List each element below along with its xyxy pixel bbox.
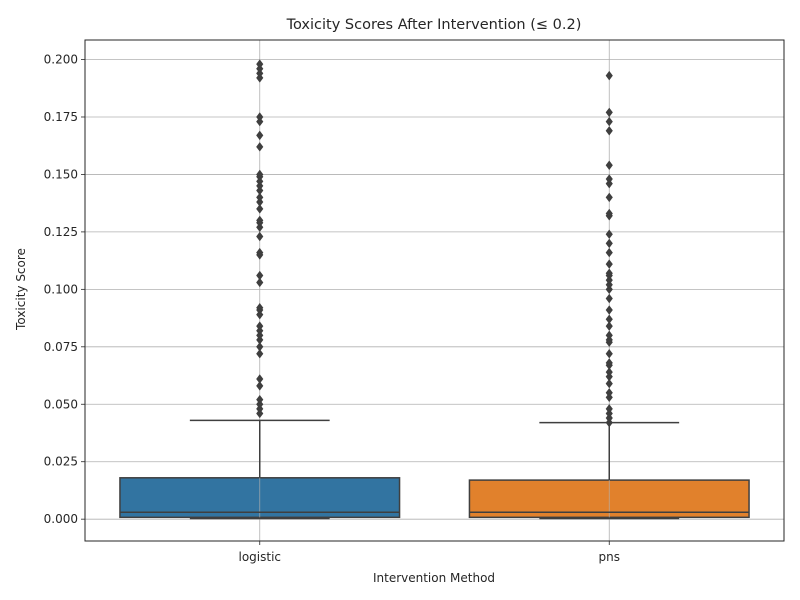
- y-tick-label: 0.000: [44, 512, 78, 526]
- outlier-point: [605, 247, 613, 258]
- outlier-point: [605, 314, 613, 324]
- outlier-point: [605, 388, 613, 398]
- outlier-point: [256, 204, 264, 214]
- outlier-point: [605, 268, 613, 278]
- y-axis-label: Toxicity Score: [14, 248, 28, 331]
- outlier-point: [256, 130, 264, 141]
- outlier-point: [605, 229, 613, 239]
- outlier-point: [605, 259, 613, 269]
- y-tick-label: 0.150: [44, 167, 78, 181]
- outlier-point: [256, 142, 264, 152]
- outlier-point: [605, 116, 613, 127]
- outlier-point: [256, 247, 264, 258]
- outlier-point: [256, 321, 264, 331]
- outlier-point: [605, 70, 613, 81]
- outlier-point: [605, 107, 613, 118]
- outlier-point: [256, 277, 264, 288]
- outlier-point: [256, 394, 264, 405]
- axes: 0.000 0.025 0.050 0.075 0.100 0.125 0.150 0.175…: [44, 39, 785, 564]
- outlier-point: [605, 349, 613, 359]
- outlier-point: [605, 174, 613, 184]
- outlier-point: [256, 112, 264, 122]
- outlier-point: [256, 342, 264, 352]
- outlier-point: [605, 160, 613, 170]
- outlier-point: [256, 169, 264, 180]
- boxes: [119, 59, 750, 520]
- y-tick-label: 0.100: [44, 282, 78, 296]
- outlier-point: [605, 378, 613, 389]
- outlier-point: [605, 126, 613, 136]
- plot-frame: [84, 39, 785, 542]
- outlier-point: [256, 231, 264, 242]
- outlier-point: [605, 358, 613, 368]
- outlier-point: [605, 367, 613, 377]
- outlier-point: [256, 270, 264, 281]
- y-tick-label: 0.075: [44, 340, 78, 354]
- chart-title: Toxicity Scores After Intervention (≤ 0.…: [286, 17, 582, 33]
- grid-lines: [85, 40, 784, 541]
- outlier-point: [605, 238, 613, 249]
- outlier-point: [605, 321, 613, 331]
- outlier-point: [605, 305, 613, 315]
- outlier-point: [605, 192, 613, 203]
- outlier-point: [256, 192, 264, 203]
- outlier-point: [605, 208, 613, 219]
- outlier-point: [256, 349, 264, 359]
- y-tick-label: 0.200: [44, 53, 78, 67]
- x-axis-label: Intervention Method: [373, 571, 495, 585]
- x-tick-label: pns: [599, 550, 620, 564]
- outlier-point: [605, 293, 613, 304]
- outlier-point: [256, 303, 264, 313]
- outlier-point: [256, 59, 264, 69]
- outlier-point: [256, 381, 264, 391]
- outlier-point: [605, 330, 613, 341]
- y-tick-label: 0.025: [44, 455, 78, 469]
- y-tick-label: 0.125: [44, 225, 78, 239]
- outlier-point: [256, 374, 264, 384]
- y-tick-label: 0.050: [44, 397, 78, 411]
- outlier-point: [256, 215, 264, 226]
- x-tick-label: logistic: [238, 550, 281, 564]
- y-tick-label: 0.175: [44, 110, 78, 124]
- outlier-point: [605, 404, 613, 414]
